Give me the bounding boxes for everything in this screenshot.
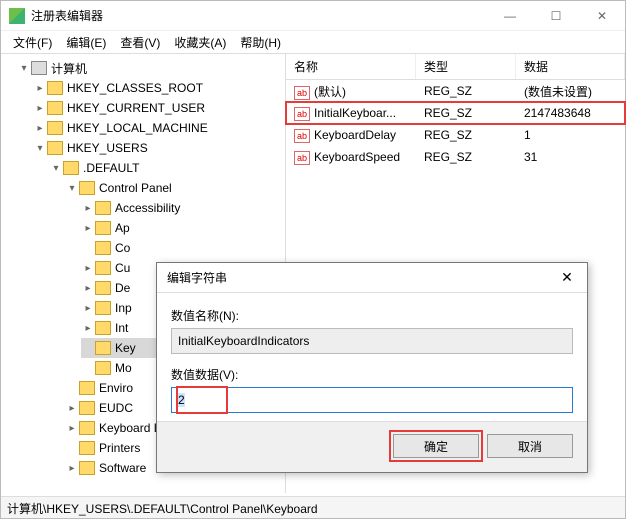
tree-node-hkcu[interactable]: ▸HKEY_CURRENT_USER [33, 98, 285, 118]
folder-icon [95, 301, 111, 315]
string-value-icon [294, 151, 310, 165]
folder-icon [95, 361, 111, 375]
menu-view[interactable]: 查看(V) [114, 32, 166, 53]
window-title: 注册表编辑器 [31, 7, 487, 24]
close-button[interactable]: ✕ [579, 1, 625, 31]
folder-icon [47, 121, 63, 135]
tree-node-hku[interactable]: ▾HKEY_USERS [33, 138, 285, 158]
list-row[interactable]: KeyboardSpeed REG_SZ 31 [286, 146, 625, 168]
menu-edit[interactable]: 编辑(E) [60, 32, 112, 53]
folder-icon [63, 161, 79, 175]
window-titlebar: 注册表编辑器 — ☐ ✕ [1, 1, 625, 31]
tree-node[interactable]: ▸Accessibility [81, 198, 285, 218]
string-value-icon [294, 129, 310, 143]
col-name-header[interactable]: 名称 [286, 54, 416, 79]
highlight-box: 2 [178, 388, 226, 412]
string-value-icon [294, 107, 310, 121]
value-data-label: 数值数据(V): [171, 366, 573, 383]
tree-node-default[interactable]: ▾.DEFAULT [49, 158, 285, 178]
dialog-titlebar[interactable]: 编辑字符串 ✕ [157, 263, 587, 293]
folder-icon [47, 141, 63, 155]
col-data-header[interactable]: 数据 [516, 54, 625, 79]
folder-icon [47, 81, 63, 95]
folder-icon [79, 441, 95, 455]
value-data-input[interactable]: 2 [171, 387, 573, 413]
string-value-icon [294, 86, 310, 100]
list-row[interactable]: (默认) REG_SZ (数值未设置) [286, 80, 625, 102]
col-type-header[interactable]: 类型 [416, 54, 516, 79]
statusbar: 计算机\HKEY_USERS\.DEFAULT\Control Panel\Ke… [1, 496, 625, 518]
folder-icon [95, 341, 111, 355]
list-header: 名称 类型 数据 [286, 54, 625, 80]
dialog-close-button[interactable]: ✕ [547, 269, 587, 286]
folder-icon [79, 381, 95, 395]
tree-node[interactable]: ▸Ap [81, 218, 285, 238]
content-area: ▾计算机 ▸HKEY_CLASSES_ROOT ▸HKEY_CURRENT_US… [1, 53, 625, 493]
dialog-title: 编辑字符串 [167, 269, 227, 286]
folder-icon [79, 181, 95, 195]
folder-icon [79, 421, 95, 435]
tree-node-hkcr[interactable]: ▸HKEY_CLASSES_ROOT [33, 78, 285, 98]
menu-file[interactable]: 文件(F) [7, 32, 58, 53]
edit-string-dialog: 编辑字符串 ✕ 数值名称(N): InitialKeyboardIndicato… [156, 262, 588, 473]
menu-favorites[interactable]: 收藏夹(A) [168, 32, 232, 53]
folder-icon [95, 241, 111, 255]
tree-node-hklm[interactable]: ▸HKEY_LOCAL_MACHINE [33, 118, 285, 138]
menu-help[interactable]: 帮助(H) [234, 32, 287, 53]
folder-icon [95, 201, 111, 215]
tree-node-computer[interactable]: ▾计算机 [17, 58, 285, 78]
folder-icon [79, 461, 95, 475]
folder-icon [79, 401, 95, 415]
list-row[interactable]: KeyboardDelay REG_SZ 1 [286, 124, 625, 146]
folder-icon [95, 321, 111, 335]
menubar: 文件(F) 编辑(E) 查看(V) 收藏夹(A) 帮助(H) [1, 31, 625, 53]
cancel-button[interactable]: 取消 [487, 434, 573, 458]
tree-node[interactable]: Co [81, 238, 285, 258]
computer-icon [31, 61, 47, 75]
maximize-button[interactable]: ☐ [533, 1, 579, 31]
folder-icon [95, 281, 111, 295]
tree-node-controlpanel[interactable]: ▾Control Panel [65, 178, 285, 198]
regedit-icon [9, 8, 25, 24]
folder-icon [47, 101, 63, 115]
value-name-label: 数值名称(N): [171, 307, 573, 324]
value-name-field: InitialKeyboardIndicators [171, 328, 573, 354]
ok-button[interactable]: 确定 [393, 434, 479, 458]
list-row[interactable]: InitialKeyboar... REG_SZ 2147483648 [286, 102, 625, 124]
list-body: (默认) REG_SZ (数值未设置) InitialKeyboar... RE… [286, 80, 625, 168]
folder-icon [95, 261, 111, 275]
folder-icon [95, 221, 111, 235]
minimize-button[interactable]: — [487, 1, 533, 31]
